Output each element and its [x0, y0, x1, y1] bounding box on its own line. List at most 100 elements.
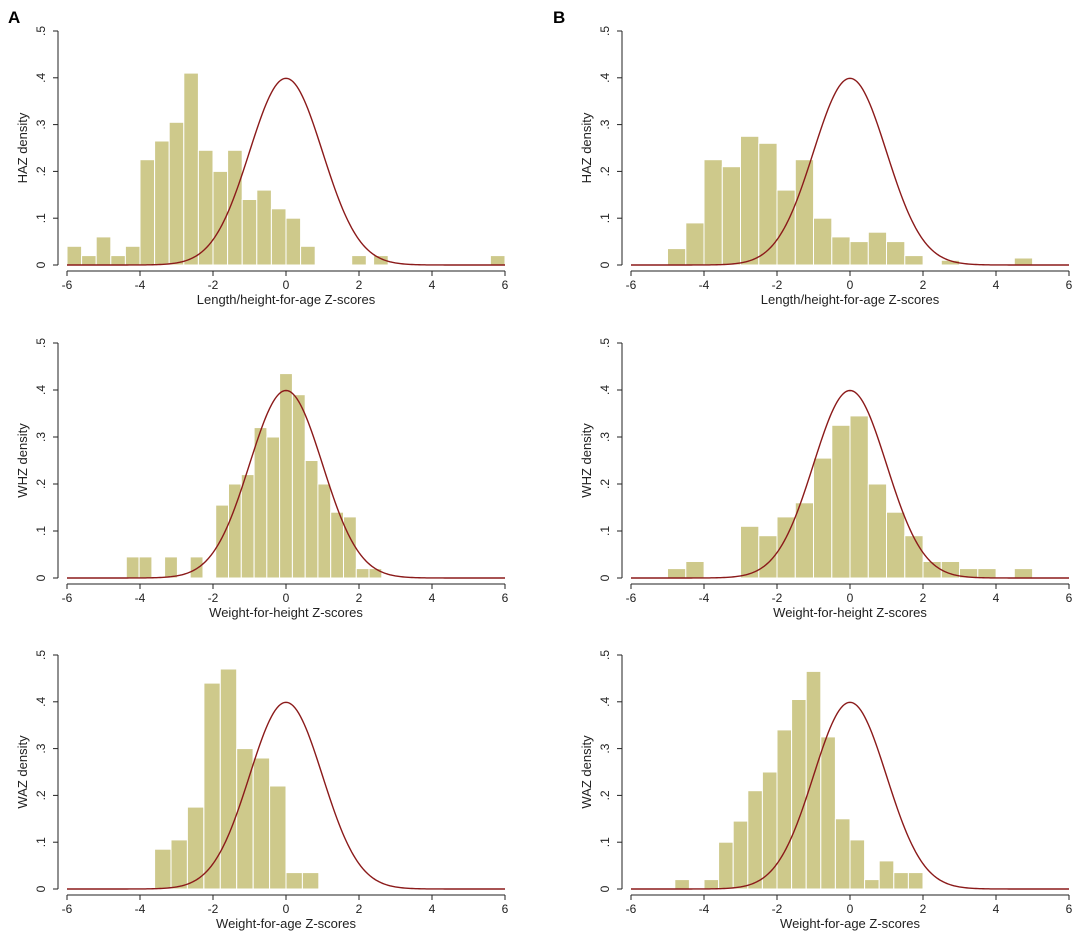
chart-a-2-bar — [240, 474, 255, 579]
chart-b-1-bar — [813, 217, 833, 266]
chart-b-2-x-tick-label: 4 — [993, 591, 1000, 605]
chart-a-2-bar — [279, 373, 293, 579]
chart-b-2-bar — [849, 415, 869, 579]
chart-a-3-bar — [301, 872, 320, 890]
chart-b-1-bar — [794, 159, 815, 266]
chart-b-2-bar — [904, 535, 924, 579]
chart-a-2-bar — [317, 483, 332, 579]
chart-a-2-x-tick-label: 0 — [283, 591, 290, 605]
chart-a-1-x-tick-label: -2 — [208, 278, 219, 292]
chart-b-2-normal-curve — [631, 389, 1069, 579]
chart-b-2-y-axis-title: WHZ density — [579, 423, 594, 498]
chart-a-1-bar — [66, 245, 83, 266]
chart-a-1-y-tick-label: .2 — [34, 166, 48, 176]
chart-b-3-y-tick-label: .1 — [598, 837, 612, 847]
chart-a-2-bar — [343, 516, 357, 579]
chart-b-1-x-tick-label: 2 — [920, 278, 927, 292]
panel-label-b: B — [553, 8, 566, 27]
chart-b-1-y-tick-label: 0 — [598, 261, 612, 268]
chart-a-3-x-tick-label: -2 — [208, 902, 219, 916]
chart-a-3-x-tick-label: -4 — [135, 902, 146, 916]
chart-a-2-y-tick-label: .5 — [34, 338, 48, 348]
chart-b-3-x-tick-label: -2 — [772, 902, 783, 916]
chart-a-3-x-tick-label: -6 — [62, 902, 73, 916]
chart-b-2-bar — [1013, 568, 1034, 579]
chart-a-1-y-tick-label: .5 — [34, 26, 48, 36]
chart-b-1-y-tick-label: .3 — [598, 119, 612, 129]
chart-a-2-y-tick-label: .1 — [34, 526, 48, 536]
chart-a-2-bar — [330, 511, 345, 579]
chart-a-2-group: 0 .1 .2 .3 .4 .5 -6 -4 -2 0 2 4 6 Weight-for-height Z… — [15, 338, 509, 620]
chart-b-1-y-axis-title: HAZ density — [579, 112, 594, 183]
chart-b-2-x-tick-label: 6 — [1066, 591, 1073, 605]
chart-a-1-bar — [154, 140, 170, 266]
chart-b-1-x-axis-title: Length/height-for-age Z-scores — [761, 292, 940, 307]
chart-a-3-y-tick-label: .2 — [34, 790, 48, 800]
chart-b-3-y-tick-label: 0 — [598, 885, 612, 892]
chart-b-1-x-tick-label: 0 — [847, 278, 854, 292]
chart-b-3-bar — [674, 879, 690, 890]
chart-a-2-bar — [138, 556, 153, 579]
chart-b-2-bar — [831, 424, 851, 579]
chart-b-3-group: 0 .1 .2 .3 .4 .5 -6 -4 -2 0 2 4 6 Weight-for-age Z-sc… — [579, 650, 1073, 931]
chart-b-1-x-tick-label: -2 — [772, 278, 783, 292]
chart-a-3-group: 0 .1 .2 .3 .4 .5 -6 -4 -2 0 2 4 6 Weight-for-age Z-sc… — [15, 650, 509, 931]
chart-b-1-x-tick-label: -6 — [626, 278, 637, 292]
chart-b-3-bar — [776, 729, 793, 890]
chart-b-3-bar — [893, 872, 909, 890]
chart-b-1-y-tick-label: .1 — [598, 213, 612, 223]
chart-b-3-bar — [747, 790, 763, 890]
chart-b-3-bar — [834, 818, 851, 890]
chart-b-3-x-axis-title: Weight-for-age Z-scores — [780, 916, 920, 931]
chart-a-2-x-tick-label: 2 — [356, 591, 363, 605]
chart-a-3-x-tick-label: 2 — [356, 902, 363, 916]
chart-a-2-y-tick-label: .2 — [34, 479, 48, 489]
chart-b-1-bar — [831, 236, 851, 266]
chart-b-1-y-tick-label: .4 — [598, 72, 612, 82]
chart-a-2-bar — [266, 436, 281, 579]
chart-b-1-group: 0 .1 .2 .3 .4 .5 -6 -4 -2 0 2 4 6 Length/height-for-a… — [579, 26, 1073, 307]
chart-a-1-bar — [351, 255, 367, 266]
chart-a-2-bar — [304, 460, 319, 579]
chart-b-2-y-tick-label: 0 — [598, 574, 612, 581]
chart-b-3-bar — [703, 879, 720, 890]
chart-b-1-x-tick-label: 4 — [993, 278, 1000, 292]
chart-b-2-bar — [740, 525, 760, 579]
chart-b-3-y-tick-label: .2 — [598, 790, 612, 800]
chart-a-1-bar — [373, 255, 389, 266]
chart-b-1-bar — [886, 241, 906, 266]
chart-a-1-bar — [489, 255, 506, 266]
chart-b-2-x-tick-label: -6 — [626, 591, 637, 605]
chart-a-2-y-tick-label: 0 — [34, 574, 48, 581]
chart-b-2-bar — [813, 457, 833, 579]
chart-b-2-group: 0 .1 .2 .3 .4 .5 -6 -4 -2 0 2 4 6 Weight-for-height Z… — [579, 338, 1073, 620]
chart-b-2-bar — [977, 568, 997, 579]
chart-a-1-bar — [300, 245, 316, 266]
chart-a-3-bar — [219, 668, 238, 890]
chart-b-1-x-tick-label: -4 — [699, 278, 710, 292]
chart-a-3-bar — [203, 682, 221, 890]
chart-a-3-bar — [252, 757, 271, 890]
chart-b-3-bar — [820, 736, 836, 890]
chart-a-1-y-tick-label: 0 — [34, 261, 48, 268]
chart-a-1-x-tick-label: 4 — [429, 278, 436, 292]
chart-a-3-y-tick-label: .1 — [34, 837, 48, 847]
chart-b-3-x-tick-label: -4 — [699, 902, 710, 916]
chart-b-2-y-tick-label: .4 — [598, 385, 612, 395]
chart-b-2-bar — [685, 561, 705, 579]
chart-a-3-y-tick-label: .3 — [34, 743, 48, 753]
chart-a-3-y-tick-label: .5 — [34, 650, 48, 660]
chart-b-1-x-tick-label: 6 — [1066, 278, 1073, 292]
chart-b-2-x-axis-title: Weight-for-height Z-scores — [773, 605, 927, 620]
chart-b-1-bar — [740, 135, 760, 266]
chart-a-2-bar — [355, 568, 370, 579]
chart-a-1-bar — [183, 72, 199, 266]
chart-b-1-normal-curve — [631, 77, 1069, 266]
chart-a-1-bar — [256, 189, 272, 266]
chart-a-2-y-axis-title: WHZ density — [15, 423, 30, 498]
chart-b-2-bar — [867, 483, 888, 579]
chart-a-3-x-tick-label: 0 — [283, 902, 290, 916]
chart-b-3-bar — [805, 670, 822, 890]
chart-b-3-normal-curve — [631, 701, 1069, 890]
